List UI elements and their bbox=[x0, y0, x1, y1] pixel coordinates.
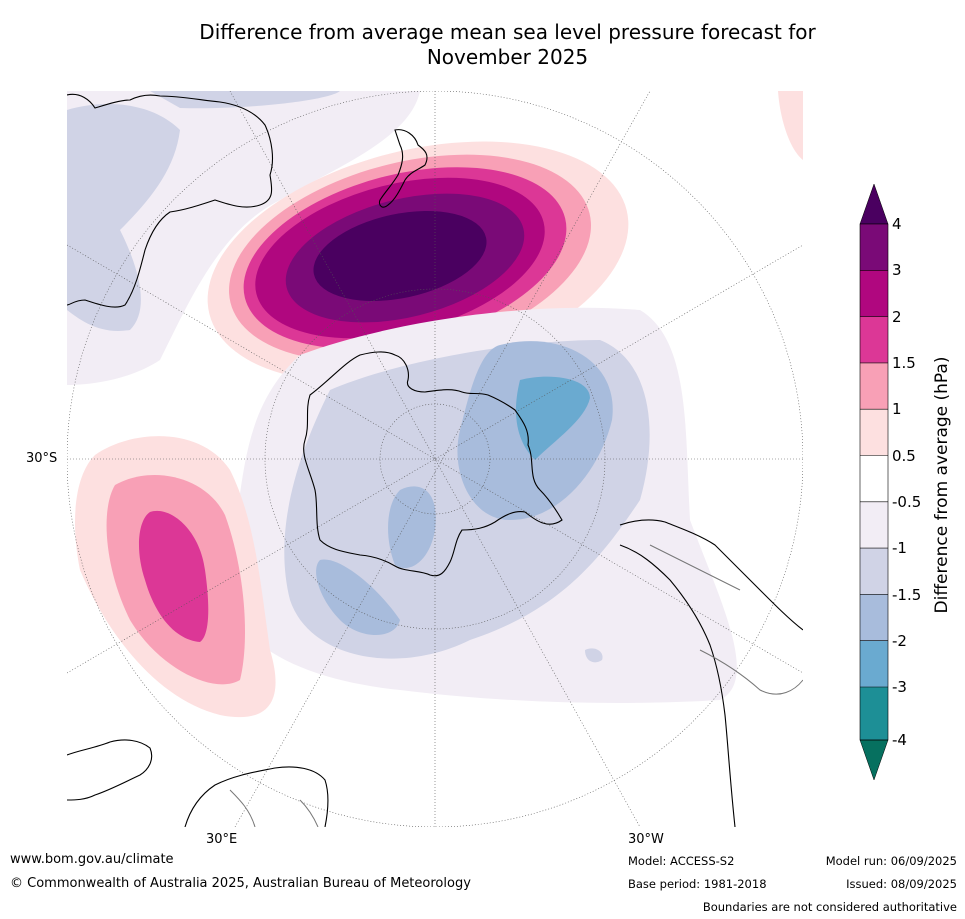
colorbar-tick: -3 bbox=[892, 678, 907, 696]
website-link[interactable]: www.bom.gov.au/climate bbox=[10, 852, 174, 867]
issued-date: Issued: 08/09/2025 bbox=[846, 877, 957, 891]
country-borders bbox=[229, 544, 803, 827]
model-name: Model: ACCESS-S2 bbox=[628, 854, 735, 868]
lon-label-30e: 30°E bbox=[206, 832, 238, 847]
colorbar-tick: -1.5 bbox=[892, 586, 922, 604]
colorbar-segment bbox=[860, 409, 888, 456]
copyright: © Commonwealth of Australia 2025, Austra… bbox=[10, 876, 471, 891]
positive-anomaly-southwest bbox=[75, 436, 276, 718]
negative-anomaly-antarctica bbox=[227, 307, 737, 703]
colorbar-title: Difference from average (hPa) bbox=[932, 356, 952, 614]
boundaries-disclaimer: Boundaries are not considered authoritat… bbox=[702, 900, 957, 914]
colorbar-tick: -1 bbox=[892, 539, 907, 557]
colorbar-segment bbox=[860, 687, 888, 740]
colorbar-tick: 1 bbox=[892, 400, 902, 418]
lat-label-30s: 30°S bbox=[26, 451, 58, 466]
colorbar-tick: 4 bbox=[892, 215, 902, 233]
colorbar-segment bbox=[860, 224, 888, 271]
graticule bbox=[67, 91, 803, 827]
colorbar-tick: -2 bbox=[892, 632, 907, 650]
colorbar-segment bbox=[860, 316, 888, 363]
colorbar-tick: 3 bbox=[892, 261, 902, 279]
colorbar-segment bbox=[860, 594, 888, 641]
colorbar-bottom-arrow bbox=[859, 739, 889, 781]
colorbar-top-arrow bbox=[859, 183, 889, 225]
coastlines bbox=[67, 93, 803, 827]
lon-label-30w: 30°W bbox=[628, 832, 664, 847]
base-period: Base period: 1981-2018 bbox=[628, 877, 767, 891]
map-title: Difference from average mean sea level p… bbox=[0, 20, 965, 70]
model-run-date: Model run: 06/09/2025 bbox=[825, 854, 957, 868]
colorbar-segment bbox=[860, 640, 888, 687]
colorbar-segment bbox=[860, 362, 888, 410]
colorbar-tick: 2 bbox=[892, 308, 902, 326]
colorbar-segment bbox=[860, 548, 888, 595]
title-line-2: November 2025 bbox=[426, 45, 589, 69]
colorbar-tick: -0.5 bbox=[892, 493, 922, 511]
colorbar-tick: 1.5 bbox=[892, 354, 916, 372]
colorbar-segment bbox=[860, 501, 888, 549]
colorbar-tick: -4 bbox=[892, 731, 907, 749]
colorbar-segment bbox=[860, 455, 888, 502]
negative-anomaly-northwest bbox=[67, 91, 420, 385]
colorbar-segment bbox=[860, 270, 888, 317]
positive-anomaly-northeast bbox=[778, 91, 803, 160]
colorbar-tick: 0.5 bbox=[892, 447, 916, 465]
colorbar bbox=[859, 183, 889, 781]
title-line-1: Difference from average mean sea level p… bbox=[199, 20, 816, 44]
